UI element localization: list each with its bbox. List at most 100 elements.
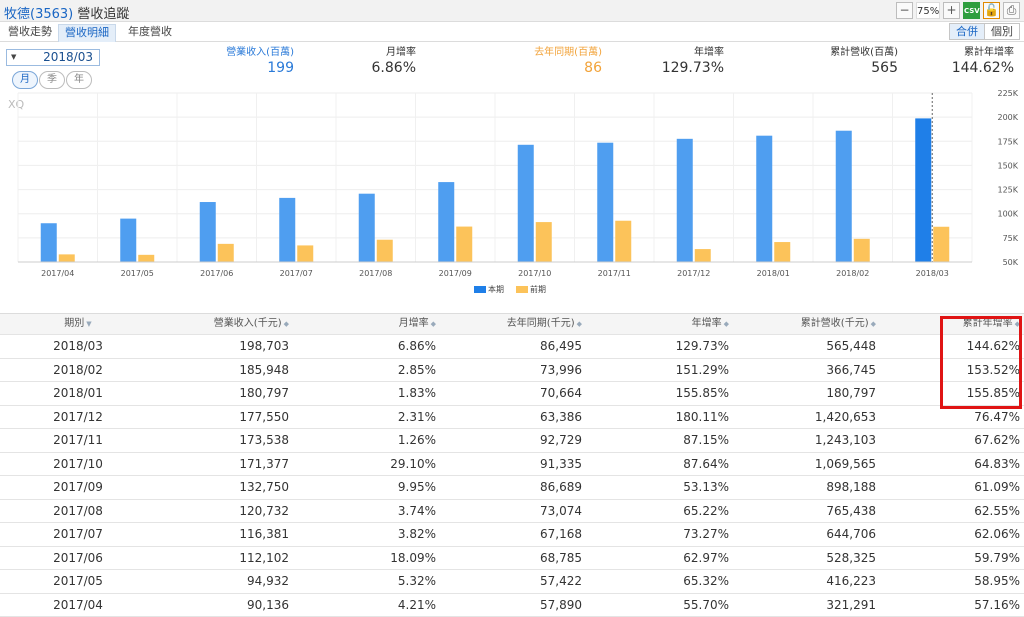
legend-label: 本期 <box>488 284 504 294</box>
table-cell: 2018/01 <box>28 382 128 405</box>
merged-toggle[interactable]: 合併 <box>949 23 985 40</box>
table-cell: 2.31% <box>398 406 436 429</box>
summary-cumulative-label: 累計營收(百萬) <box>830 43 898 58</box>
column-header-label: 營業收入(千元) <box>214 318 282 329</box>
period-year-button[interactable]: 年 <box>66 71 92 89</box>
table-cell: 67.62% <box>974 429 1020 452</box>
bar-previous <box>854 239 870 262</box>
table-cell: 155.85% <box>676 382 729 405</box>
table-cell: 59.79% <box>974 547 1020 570</box>
bar-current <box>41 223 57 262</box>
table-cell: 180.11% <box>676 406 729 429</box>
sort-icon[interactable]: ◆ <box>871 320 876 328</box>
lock-icon[interactable]: 🔓 <box>983 2 1000 19</box>
column-header[interactable]: 累計年增率◆ <box>963 314 1020 334</box>
table-cell: 4.21% <box>398 594 436 617</box>
column-header-label: 期別 <box>64 318 84 329</box>
y-tick-label: 50K <box>1003 258 1019 267</box>
table-cell: 87.15% <box>683 429 729 452</box>
period-quarter-button[interactable]: 季 <box>39 71 65 89</box>
legend-swatch <box>474 286 486 293</box>
column-header[interactable]: 去年同期(千元)◆ <box>507 314 582 334</box>
bar-current <box>836 131 852 262</box>
bar-current <box>120 219 136 262</box>
sort-icon[interactable]: ◆ <box>431 320 436 328</box>
period-month-button[interactable]: 月 <box>12 71 38 89</box>
table-cell: 91,335 <box>540 453 582 476</box>
zoom-out-button[interactable]: − <box>896 2 913 19</box>
table-cell: 57,422 <box>540 570 582 593</box>
sort-icon[interactable]: ◆ <box>577 320 582 328</box>
sort-icon[interactable]: ◆ <box>724 320 729 328</box>
bar-current <box>915 118 931 262</box>
table-cell: 2.85% <box>398 359 436 382</box>
zoom-in-button[interactable]: + <box>943 2 960 19</box>
sort-icon[interactable]: ◆ <box>1015 320 1020 328</box>
x-tick-label: 2018/03 <box>916 269 949 278</box>
tab-annual-revenue[interactable]: 年度營收 <box>122 24 178 42</box>
column-header-label: 累計年增率 <box>963 318 1013 329</box>
legend-label: 前期 <box>530 284 546 294</box>
summary-mom: 月增率 6.86% <box>372 43 416 76</box>
table-cell: 180,797 <box>239 382 289 405</box>
toolbar: − 75% + CSV 🔓 ⎙ <box>896 2 1020 19</box>
individual-toggle[interactable]: 個別 <box>985 23 1020 40</box>
table-cell: 321,291 <box>826 594 876 617</box>
table-cell: 73,996 <box>540 359 582 382</box>
sort-icon[interactable]: ▼ <box>86 320 91 328</box>
x-tick-label: 2017/06 <box>200 269 233 278</box>
y-tick-label: 75K <box>1003 234 1019 243</box>
table-cell: 29.10% <box>390 453 436 476</box>
zoom-level: 75% <box>916 2 940 19</box>
sort-icon[interactable]: ◆ <box>284 320 289 328</box>
column-header[interactable]: 月增率◆ <box>399 314 436 334</box>
tab-revenue-detail[interactable]: 營收明細 <box>58 24 116 42</box>
table-cell: 2017/06 <box>28 547 128 570</box>
table-cell: 55.70% <box>683 594 729 617</box>
table-cell: 528,325 <box>826 547 876 570</box>
table-cell: 65.32% <box>683 570 729 593</box>
legend-swatch <box>516 286 528 293</box>
bar-current <box>677 139 693 262</box>
csv-export-button[interactable]: CSV <box>963 2 980 19</box>
table-cell: 76.47% <box>974 406 1020 429</box>
table-cell: 62.97% <box>683 547 729 570</box>
print-icon[interactable]: ⎙ <box>1003 2 1020 19</box>
table-cell: 53.13% <box>683 476 729 499</box>
table-cell: 153.52% <box>967 359 1020 382</box>
summary-revenue: 營業收入(百萬) 199 <box>226 43 294 76</box>
table-cell: 180,797 <box>826 382 876 405</box>
title-bar: 牧德(3563) 營收追蹤 − 75% + CSV 🔓 ⎙ <box>0 0 1024 22</box>
table-cell: 1.26% <box>398 429 436 452</box>
table-cell: 765,438 <box>826 500 876 523</box>
table-cell: 86,495 <box>540 335 582 358</box>
table-cell: 151.29% <box>676 359 729 382</box>
table-cell: 116,381 <box>239 523 289 546</box>
column-header-label: 去年同期(千元) <box>507 318 575 329</box>
column-header[interactable]: 累計營收(千元)◆ <box>801 314 876 334</box>
window-title: 牧德(3563) 營收追蹤 <box>4 3 129 22</box>
table-cell: 177,550 <box>239 406 289 429</box>
column-header[interactable]: 年增率◆ <box>692 314 729 334</box>
summary-mom-label: 月增率 <box>372 43 416 58</box>
date-select[interactable]: ▼ 2018/03 <box>6 49 100 66</box>
column-header[interactable]: 營業收入(千元)◆ <box>214 314 289 334</box>
x-tick-label: 2017/07 <box>280 269 313 278</box>
bar-previous <box>695 249 711 262</box>
bar-current <box>756 136 772 262</box>
tab-revenue-trend[interactable]: 營收走勢 <box>2 24 58 42</box>
column-header[interactable]: 期別▼ <box>28 314 128 334</box>
